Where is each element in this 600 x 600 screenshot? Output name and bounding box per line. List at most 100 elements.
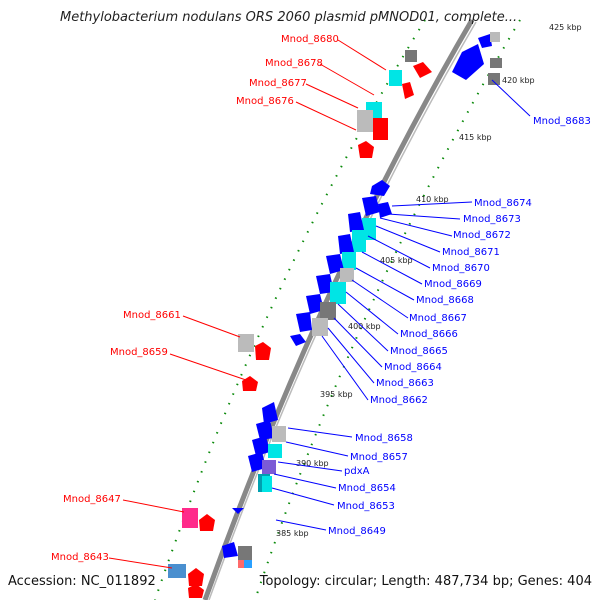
gene-label: Mnod_8659 bbox=[110, 347, 168, 358]
gene-feature bbox=[373, 118, 388, 140]
backbone-arc-shadow bbox=[208, 21, 477, 600]
tick-labels: 425 kbp 420 kbp 415 kbp 410 kbp 405 kbp … bbox=[276, 23, 582, 538]
leader-line bbox=[275, 519, 327, 531]
tick-label: 410 kbp bbox=[416, 195, 449, 204]
gene-feature bbox=[248, 452, 266, 472]
gene-feature bbox=[182, 508, 198, 528]
gene-label: Mnod_8674 bbox=[474, 198, 532, 209]
leader-line bbox=[108, 557, 173, 569]
gene-label: Mnod_8673 bbox=[463, 214, 521, 225]
leader-line bbox=[287, 427, 353, 438]
gene-label: Mnod_8671 bbox=[442, 247, 500, 258]
gene-feature bbox=[262, 460, 276, 474]
gene-label: Mnod_8672 bbox=[453, 230, 511, 241]
gene-feature bbox=[370, 180, 390, 196]
gene-label: Mnod_8667 bbox=[409, 313, 467, 324]
leader-line bbox=[491, 79, 531, 117]
leader-line bbox=[321, 335, 369, 401]
gene-label: Mnod_8658 bbox=[355, 433, 413, 444]
gene-feature bbox=[342, 252, 356, 270]
gene-feature bbox=[478, 34, 492, 48]
gene-feature bbox=[168, 564, 186, 578]
leader-line bbox=[182, 315, 241, 338]
gene-feature bbox=[452, 44, 484, 80]
gene-feature bbox=[272, 426, 286, 442]
gene-label: Mnod_8647 bbox=[63, 494, 121, 505]
leader-line bbox=[273, 473, 337, 489]
gene-label: Mnod_8683 bbox=[533, 116, 591, 127]
gene-feature bbox=[242, 376, 258, 391]
gene-feature bbox=[348, 212, 364, 232]
gene-feature bbox=[256, 420, 274, 440]
gene-label: Mnod_8665 bbox=[390, 346, 448, 357]
accession-text: Accession: NC_011892 bbox=[8, 574, 156, 589]
gene-feature bbox=[312, 318, 328, 336]
backbone-arc bbox=[202, 18, 475, 600]
leader-line bbox=[379, 217, 453, 237]
leader-line bbox=[277, 461, 343, 472]
gene-label: Mnod_8661 bbox=[123, 310, 181, 321]
gene-label: Mnod_8664 bbox=[384, 362, 442, 373]
leader-line bbox=[355, 267, 415, 301]
leader-line bbox=[285, 441, 349, 457]
gene-feature bbox=[352, 230, 366, 252]
gene-feature bbox=[378, 202, 392, 218]
gene-label: Mnod_8643 bbox=[51, 552, 109, 563]
gene-feature bbox=[252, 436, 270, 456]
leader-line bbox=[345, 291, 399, 335]
gene-feature bbox=[488, 73, 500, 85]
gene-label: Mnod_8677 bbox=[249, 78, 307, 89]
leader-line bbox=[391, 201, 473, 207]
tick-label: 405 kbp bbox=[380, 256, 413, 265]
gene-label: Mnod_8663 bbox=[376, 378, 434, 389]
leader-line bbox=[305, 83, 359, 109]
tick-label: 415 kbp bbox=[459, 133, 492, 142]
gene-feature bbox=[199, 514, 215, 531]
tick-label: 425 kbp bbox=[549, 23, 582, 32]
leader-line bbox=[351, 279, 409, 319]
gene-feature bbox=[320, 302, 336, 320]
gene-feature bbox=[402, 82, 414, 99]
gene-label: pdxA bbox=[344, 466, 370, 477]
gene-feature bbox=[490, 58, 502, 68]
gene-label: Mnod_8649 bbox=[328, 526, 386, 537]
gc-ring-outer bbox=[254, 19, 521, 600]
gene-feature bbox=[490, 32, 500, 42]
gene-label: Mnod_8653 bbox=[337, 501, 395, 512]
gene-feature bbox=[326, 254, 344, 274]
gene-feature bbox=[238, 546, 252, 560]
gene-feature bbox=[362, 196, 380, 216]
gene-feature bbox=[268, 444, 282, 458]
gene-label: Mnod_8668 bbox=[416, 295, 474, 306]
gene-feature bbox=[413, 62, 432, 78]
gene-feature bbox=[405, 50, 417, 62]
gene-label: Mnod_8669 bbox=[424, 279, 482, 290]
gene-feature bbox=[262, 476, 272, 492]
gene-feature bbox=[244, 560, 252, 568]
leader-line bbox=[361, 251, 423, 285]
gene-feature bbox=[338, 234, 354, 254]
gene-label: Mnod_8676 bbox=[236, 96, 294, 107]
gene-feature bbox=[316, 274, 334, 294]
gene-feature bbox=[255, 342, 271, 360]
leader-line bbox=[367, 235, 431, 269]
leader-line bbox=[271, 487, 335, 506]
leader-line bbox=[337, 39, 387, 71]
tick-label: 420 kbp bbox=[502, 76, 535, 85]
gene-label: Mnod_8680 bbox=[281, 34, 339, 45]
gene-label: Mnod_8678 bbox=[265, 58, 323, 69]
tick-label: 390 kbp bbox=[296, 459, 329, 468]
leader-line bbox=[333, 317, 383, 368]
topology-text: Topology: circular; Length: 487,734 bp; … bbox=[259, 574, 592, 589]
leader-line bbox=[169, 353, 247, 381]
leader-line bbox=[122, 499, 185, 513]
gene-feature bbox=[357, 110, 373, 132]
tick-label: 395 kbp bbox=[320, 390, 353, 399]
gene-feature bbox=[296, 312, 312, 332]
leader-line bbox=[387, 213, 461, 220]
tick-label: 385 kbp bbox=[276, 529, 309, 538]
gene-label: Mnod_8666 bbox=[400, 329, 458, 340]
left-leader-lines bbox=[108, 39, 387, 569]
gene-label: Mnod_8670 bbox=[432, 263, 490, 274]
